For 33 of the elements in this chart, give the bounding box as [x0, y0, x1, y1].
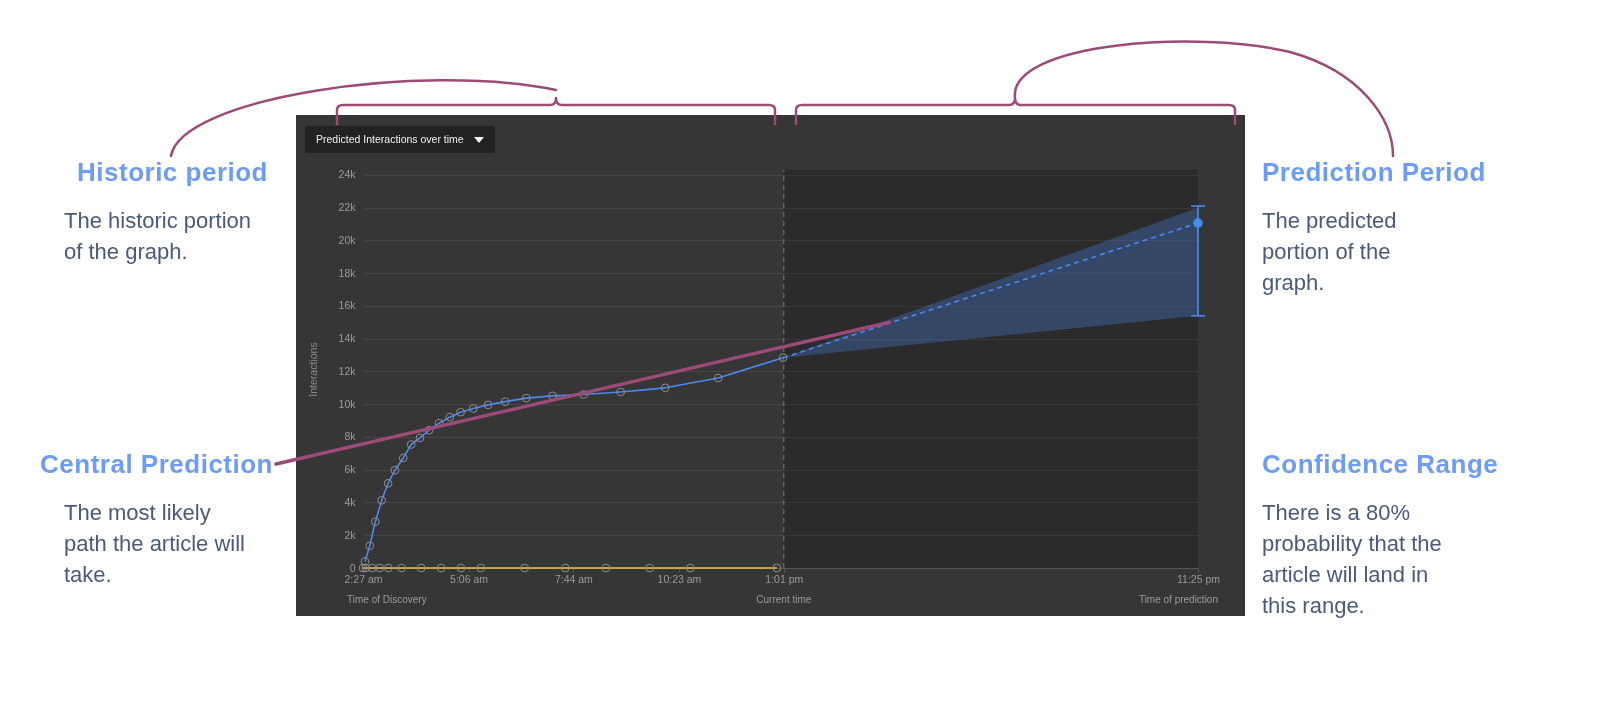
y-tick-label: 4k: [344, 495, 357, 508]
y-tick-label: 22k: [338, 201, 357, 214]
x-tick-label: 5:06 am: [450, 572, 489, 585]
x-tick-label: 11:25 pm: [1177, 572, 1221, 585]
text: The predicted portion of the graph.: [1262, 207, 1398, 297]
text: Prediction Period: [1262, 156, 1486, 188]
y-tick-label: 14k: [338, 332, 357, 345]
x-tick-label: 2:27 am: [344, 572, 383, 585]
x-tick-label: 10:23 am: [657, 572, 702, 585]
y-tick-label: 24k: [338, 168, 357, 181]
text: There is a 80% probability that the article will land in this range.: [1262, 499, 1443, 620]
x-tick-label: 1:01 pm: [765, 572, 804, 585]
y-tick-label: 16k: [338, 299, 357, 312]
annotation: Central Prediction: [40, 448, 273, 480]
y-tick-label: 0: [349, 561, 356, 574]
y-tick-label: 12k: [338, 364, 357, 377]
x-tick-label: 7:44 am: [554, 572, 594, 585]
point: [1193, 218, 1203, 228]
text: Historic period: [77, 156, 268, 188]
chart-title: Predicted Interactions over time: [316, 133, 464, 145]
ref-line-label: Current time: [756, 594, 812, 605]
y-axis-title: Interactions: [306, 342, 319, 397]
y-tick-label: 20k: [338, 233, 357, 246]
text: The historic portion of the graph.: [64, 207, 253, 266]
text: Confidence Range: [1262, 448, 1499, 480]
y-tick-label: 8k: [344, 430, 357, 443]
text: Time of prediction: [1138, 594, 1218, 606]
y-tick-label: 6k: [344, 463, 357, 476]
y-tick-label: 18k: [338, 266, 357, 279]
y-tick-label: 10k: [338, 397, 357, 410]
text: Time of Discovery: [347, 594, 427, 606]
text: The most likely path the article will take.: [64, 499, 246, 589]
y-tick-label: 2k: [344, 528, 357, 541]
